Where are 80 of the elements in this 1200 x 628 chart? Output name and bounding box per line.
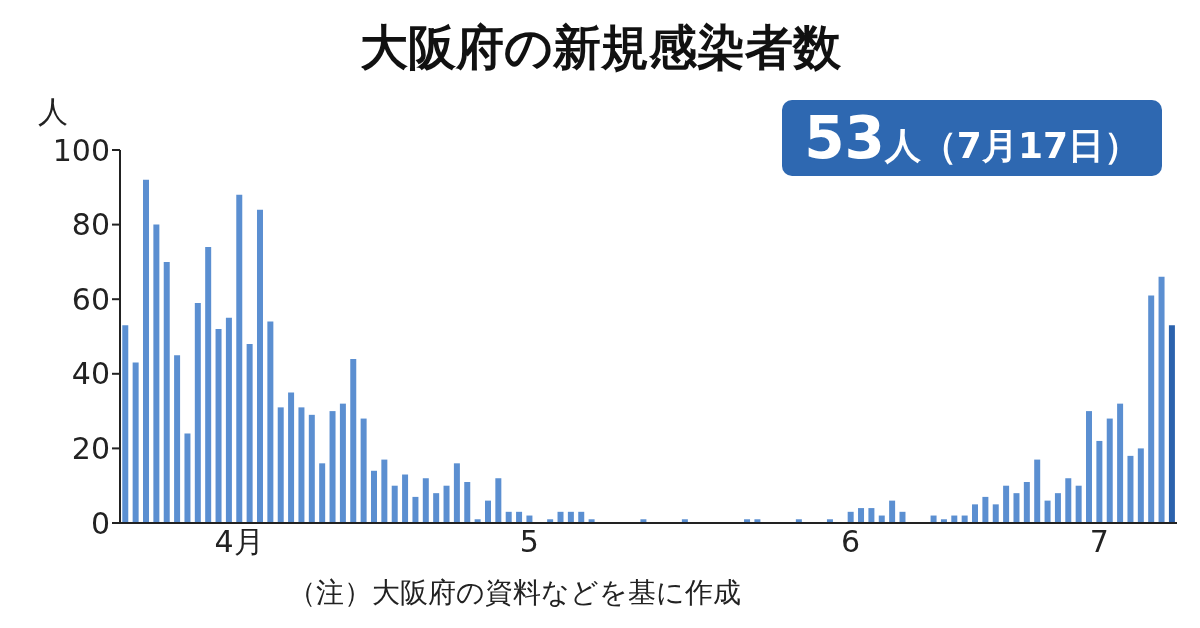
text: （注）大阪府の資料などを基に作成 [288,575,741,611]
bar [298,407,305,523]
bar [1065,478,1072,523]
y-tick-label: 40 [71,356,110,392]
bar [277,407,284,523]
bar [122,325,129,523]
bar [578,511,585,523]
bar [1075,485,1082,523]
bar [1096,440,1103,523]
x-tick-label: 7 [1089,524,1109,560]
bar [889,500,896,523]
bar [1117,403,1124,523]
bar [433,493,440,523]
bar [1158,276,1165,523]
bar [236,194,243,523]
bar [1137,448,1144,523]
bar [1086,411,1093,523]
x-tick-label: 5 [519,524,539,560]
y-tick-label: 60 [71,281,110,317]
bar [205,246,212,523]
bar [132,362,139,523]
bar [153,224,160,523]
bar [288,392,295,523]
bar [1003,485,1010,523]
x-tick-label: 6 [841,524,861,560]
annotation: 53人（7月17日） [804,104,1140,172]
bar [1054,493,1061,523]
bar [1044,500,1051,523]
y-axis-title: 人 [38,93,68,131]
bar [858,508,865,523]
bar [516,511,523,523]
bar [184,433,191,523]
bar [464,481,471,523]
bar [992,504,999,523]
bar [1034,459,1041,523]
bar [505,511,512,523]
bar [484,500,491,523]
bar [215,329,222,523]
y-tick-label: 20 [71,431,110,467]
bar [1168,325,1175,523]
bar [557,511,564,523]
bar [567,511,574,523]
bar [246,343,253,523]
bar [329,411,336,523]
bar [174,355,181,523]
bar [381,459,388,523]
bar [1023,481,1030,523]
bar [868,508,875,523]
bar [495,478,502,523]
bar [257,209,263,523]
bar [225,317,232,523]
bar [1013,493,1020,523]
y-tick-label: 0 [90,505,110,541]
bar [350,358,357,523]
bar [163,261,170,523]
bar [972,504,979,523]
chart-title: 大阪府の新規感染者数 [358,18,842,77]
bar [847,511,854,523]
y-tick-label: 100 [52,132,110,168]
bar [1106,418,1113,523]
bar [339,403,346,523]
bar [370,470,377,523]
bar [391,485,398,523]
bar [308,414,315,523]
bar [267,321,274,523]
bar [143,179,150,523]
bar [899,511,906,523]
bar [1127,455,1134,523]
bar [194,302,201,523]
x-tick-label: 4月 [214,524,264,560]
y-tick-label: 80 [71,207,110,243]
bar [402,474,409,523]
bar [412,496,419,523]
bar [360,418,367,523]
bar [422,478,429,523]
bar [982,496,989,523]
bar [1148,295,1155,523]
bar [453,463,460,523]
bar [443,485,450,523]
bar [319,463,326,523]
